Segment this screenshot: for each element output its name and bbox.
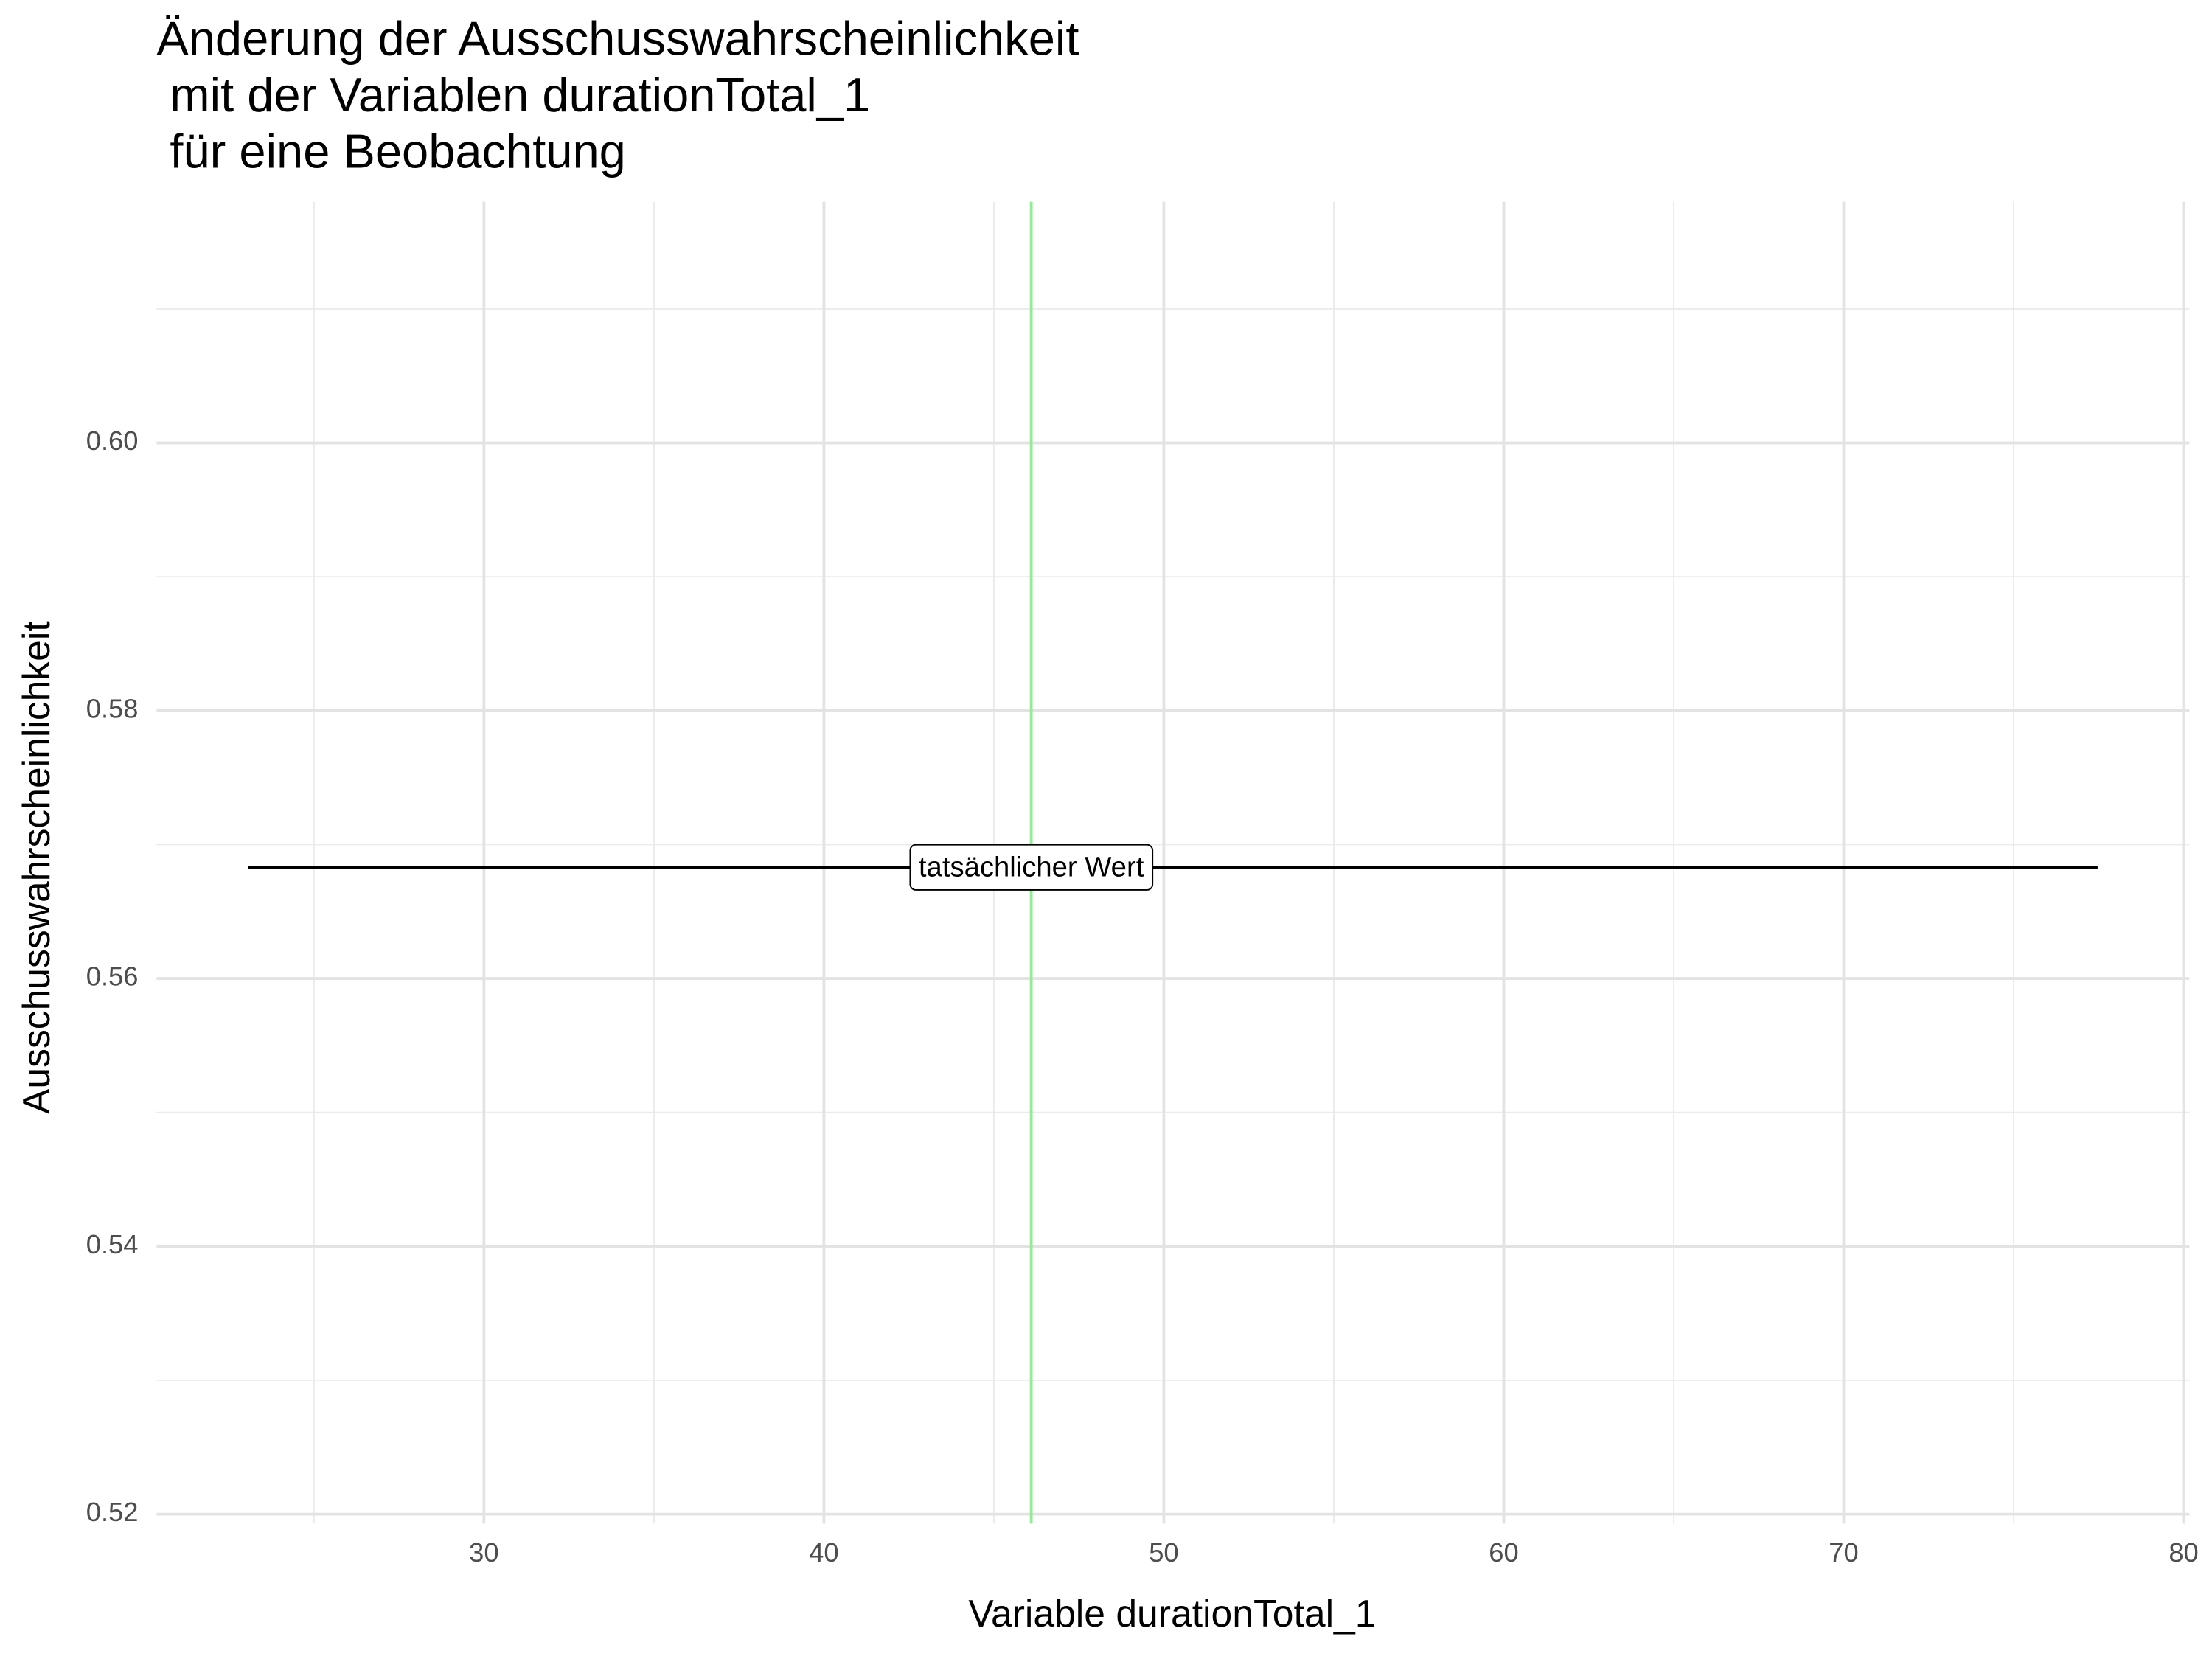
x-axis-title: Variable durationTotal_1: [968, 1592, 1376, 1635]
annotation-box: [909, 844, 1154, 891]
y-tick-label: 0.58: [86, 693, 139, 723]
x-tick-label: 40: [809, 1537, 838, 1568]
x-tick-label: 70: [1829, 1537, 1858, 1568]
chart-title: mit der Variablen durationTotal_1: [156, 68, 870, 122]
y-axis-title: Ausschusswahrscheinlichkeit: [15, 621, 58, 1114]
x-tick-label: 30: [469, 1537, 498, 1568]
x-tick-label: 60: [1489, 1537, 1518, 1568]
chart-title: Änderung der Ausschusswahrscheinlichkeit: [156, 12, 1079, 66]
y-tick-label: 0.60: [86, 425, 139, 456]
y-tick-label: 0.56: [86, 961, 139, 992]
y-tick-label: 0.54: [86, 1229, 139, 1259]
y-tick-label: 0.52: [86, 1497, 139, 1527]
chart-title: für eine Beobachtung: [156, 125, 625, 178]
x-tick-label: 80: [2168, 1537, 2198, 1568]
annotation-label: tatsächlicher Wert: [919, 851, 1144, 883]
x-tick-label: 50: [1149, 1537, 1178, 1568]
